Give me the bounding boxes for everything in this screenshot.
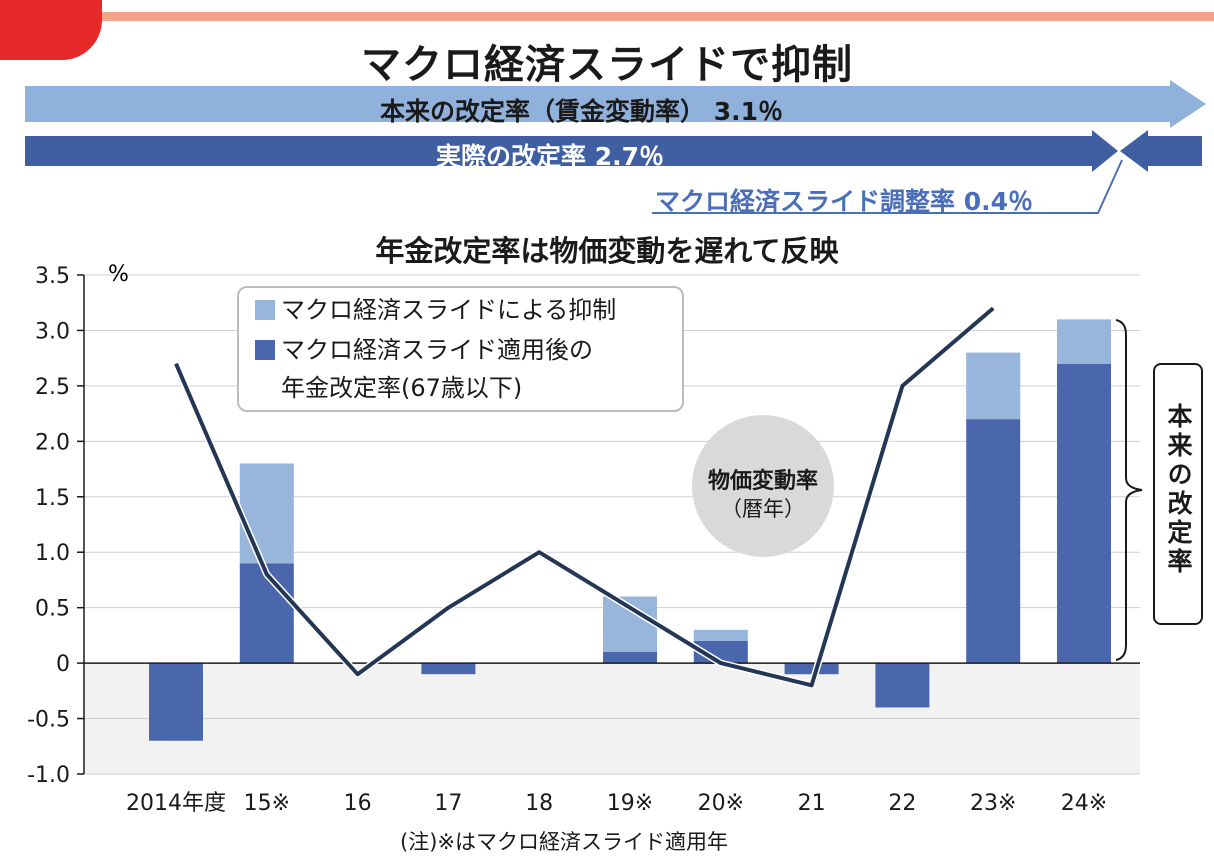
main-title: マクロ経済スライドで抑制 [361,42,853,88]
legend-applied-label-1: マクロ経済スライド適用後の [281,336,593,364]
bar-suppression [239,463,294,564]
bar-applied [1057,363,1111,664]
x-tick-label: 21 [798,791,826,816]
bar-suppression [693,629,748,641]
y-tick-label: 3.5 [35,264,70,289]
price-line [174,306,995,688]
bar-applied [421,663,476,675]
bar-applied [784,663,839,675]
footnote: (注)※はマクロ経済スライド適用年 [400,830,728,854]
price-change-label: 物価変動率 [707,469,818,494]
y-tick-label: -1.0 [27,763,70,788]
header-rule [102,12,1214,21]
side-label: 本来の改定率 [1164,403,1193,577]
legend-swatch-applied [255,340,275,360]
y-axis-unit: % [108,262,129,287]
x-tick-label: 19※ [607,791,653,816]
red-corner-tab [0,0,102,60]
y-tick-label: 2.5 [35,375,70,400]
arrow-actual-rate [25,130,1118,172]
x-tick-label: 17 [434,791,462,816]
x-tick-label: 16 [344,791,372,816]
x-tick-label: 23※ [970,791,1016,816]
y-tick-label: 2.0 [35,430,70,455]
bar-applied [149,663,203,741]
arrow-original-label: 本来の改定率（賃金変動率） 3.1％ [380,97,783,126]
macro-label-underline [652,159,1123,214]
legend-item-suppression: マクロ経済スライドによる抑制 [255,296,616,324]
side-label-box: 本来の改定率 [1153,363,1203,625]
bar-applied [966,419,1021,664]
y-tick-label: 3.0 [35,319,70,344]
bar-applied [603,652,657,664]
legend-item-applied: マクロ経済スライド適用後の [255,336,593,364]
chart-subtitle: 年金改定率は物価変動を遅れて反映 [375,234,839,268]
x-tick-label: 2014年度 [126,791,226,816]
x-tick-label: 22 [888,791,916,816]
legend-swatch-suppression [255,300,275,320]
bar-applied [239,563,294,664]
arrow-macro-adjust [1120,130,1202,172]
x-tick-label: 20※ [698,791,744,816]
y-tick-label: 1.0 [35,541,70,566]
y-tick-label: 1.5 [35,486,70,511]
y-tick-label: -0.5 [27,708,70,733]
price-change-sub: （暦年） [721,497,805,521]
y-tick-label: 0.5 [35,597,70,622]
arrow-actual-label: 実際の改定率 2.7％ [436,142,664,171]
x-tick-label: 15※ [244,791,290,816]
legend-applied-label-2: 年金改定率(67歳以下) [281,374,523,402]
bar-applied [875,663,930,708]
price-change-bubble: 物価変動率 （暦年） [692,415,834,557]
y-tick-label: 0 [56,652,70,677]
legend-suppression-label: マクロ経済スライドによる抑制 [281,296,617,324]
x-tick-label: 18 [525,791,553,816]
macro-adjust-label: マクロ経済スライド調整率 0.4％ [655,187,1033,216]
bar-suppression [1057,319,1111,364]
x-tick-label: 24※ [1061,791,1107,816]
legend: マクロ経済スライドによる抑制 マクロ経済スライド適用後の 年金改定率(67歳以下… [237,286,684,412]
bar-suppression [966,352,1021,420]
brace [1115,319,1143,661]
arrow-original-rate [25,80,1206,128]
